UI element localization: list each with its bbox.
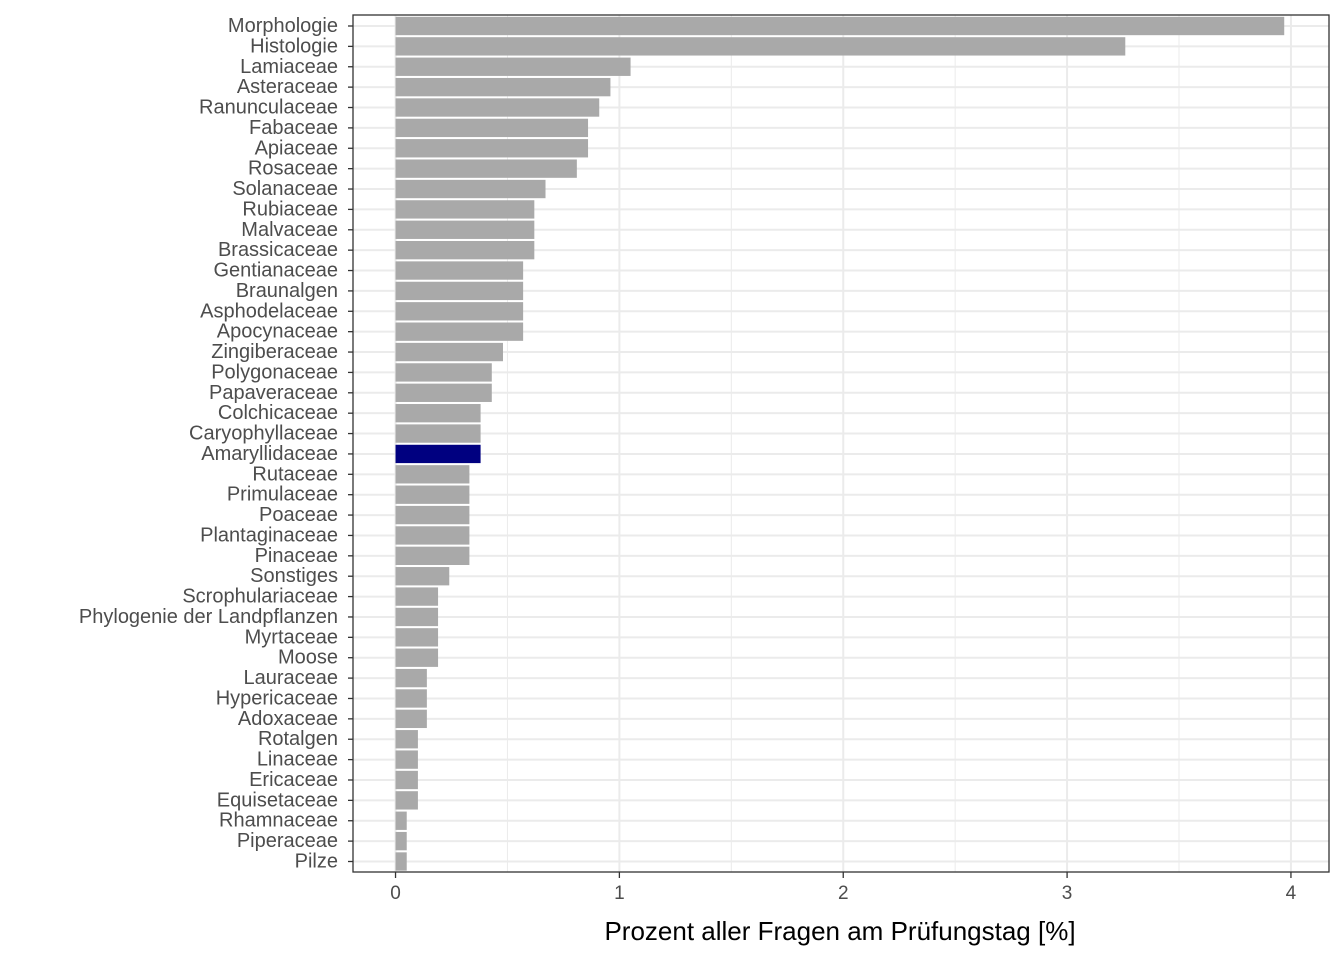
- category-label: Morphologie: [228, 15, 338, 37]
- category-label: Myrtaceae: [245, 626, 338, 648]
- category-label: Malvaceae: [241, 219, 338, 241]
- bar-braunalgen: [395, 281, 524, 301]
- bar-pilze: [395, 852, 407, 871]
- category-label: Gentianaceae: [213, 260, 338, 282]
- x-axis-title: Prozent aller Fragen am Prüfungstag [%]: [604, 916, 1075, 946]
- category-label: Equisetaceae: [217, 789, 338, 811]
- bar-histologie: [395, 37, 1126, 56]
- bar-rotalgen: [395, 730, 418, 749]
- bar-pinaceae: [395, 546, 470, 565]
- bars: [395, 16, 1285, 871]
- bar-moose: [395, 648, 439, 667]
- bar-lauraceae: [395, 668, 427, 688]
- category-label: Brassicaceae: [218, 239, 338, 261]
- category-label: Zingiberaceae: [211, 341, 338, 363]
- bar-ranunculaceae: [395, 98, 600, 117]
- category-label: Apiaceae: [255, 137, 338, 159]
- category-label: Ericaceae: [249, 769, 338, 791]
- category-label: Solanaceae: [232, 178, 338, 200]
- y-axis-labels: MorphologieHistologieLamiaceaeAsteraceae…: [79, 15, 353, 873]
- x-axis-ticks: 0 1 2 3 4: [390, 872, 1297, 904]
- bar-rubiaceae: [395, 200, 535, 219]
- category-label: Rutaceae: [252, 463, 338, 485]
- x-tick-label: 2: [838, 883, 849, 904]
- category-label: Apocynaceae: [217, 321, 338, 343]
- bar-malvaceae: [395, 220, 535, 239]
- category-label: Ranunculaceae: [199, 97, 338, 119]
- category-label: Moose: [278, 647, 338, 669]
- category-label: Rhamnaceae: [219, 810, 338, 832]
- bar-rutaceae: [395, 465, 470, 484]
- category-label: Polygonaceae: [211, 361, 338, 383]
- bar-equisetaceae: [395, 791, 418, 810]
- bar-apiaceae: [395, 139, 589, 158]
- category-label: Adoxaceae: [238, 708, 338, 730]
- x-tick-label: 0: [390, 883, 401, 904]
- category-label: Rotalgen: [258, 728, 338, 750]
- bar-asteraceae: [395, 77, 611, 97]
- x-tick-label: 4: [1286, 883, 1297, 904]
- category-label: Pinaceae: [255, 545, 338, 567]
- category-label: Caryophyllaceae: [189, 423, 338, 445]
- category-label: Plantaginaceae: [200, 524, 338, 546]
- bar-primulaceae: [395, 485, 470, 504]
- category-label: Rosaceae: [248, 158, 338, 180]
- category-label: Amaryllidaceae: [201, 443, 338, 465]
- category-label: Asteraceae: [237, 76, 338, 98]
- bar-hypericaceae: [395, 689, 427, 708]
- category-label: Lauraceae: [243, 667, 338, 689]
- category-label: Primulaceae: [227, 484, 338, 506]
- x-tick-label: 1: [614, 883, 625, 904]
- bar-rhamnaceae: [395, 811, 407, 830]
- bar-scrophulariaceae: [395, 587, 439, 606]
- bar-zingiberaceae: [395, 342, 503, 362]
- category-label: Braunalgen: [236, 280, 338, 302]
- bar-fabaceae: [395, 118, 589, 138]
- category-label: Fabaceae: [249, 117, 338, 139]
- bar-piperaceae: [395, 831, 407, 851]
- category-label: Piperaceae: [237, 830, 338, 852]
- bar-caryophyllaceae: [395, 424, 481, 443]
- bar-plantaginaceae: [395, 526, 470, 545]
- bar-brassicaceae: [395, 240, 535, 260]
- bar-myrtaceae: [395, 628, 439, 647]
- bar-asphodelaceae: [395, 302, 524, 321]
- category-label: Lamiaceae: [240, 56, 338, 78]
- bar-gentianaceae: [395, 261, 524, 280]
- category-label: Pilze: [295, 851, 338, 873]
- bar-phylogenie-der-landpflanzen: [395, 607, 439, 627]
- x-tick-label: 3: [1062, 883, 1073, 904]
- category-label: Colchicaceae: [218, 402, 338, 424]
- bar-ericaceae: [395, 770, 418, 790]
- bar-amaryllidaceae: [395, 444, 481, 464]
- panel-border: [352, 14, 1330, 873]
- category-label: Hypericaceae: [216, 687, 338, 709]
- bar-adoxaceae: [395, 709, 427, 729]
- category-label: Phylogenie der Landpflanzen: [79, 606, 338, 628]
- category-label: Asphodelaceae: [200, 300, 338, 322]
- category-label: Sonstiges: [250, 565, 338, 587]
- bar-linaceae: [395, 750, 418, 769]
- bar-solanaceae: [395, 179, 546, 199]
- bar-polygonaceae: [395, 363, 492, 382]
- bar-colchicaceae: [395, 404, 481, 423]
- bar-sonstiges: [395, 567, 450, 586]
- category-label: Scrophulariaceae: [182, 586, 338, 608]
- category-label: Rubiaceae: [242, 198, 338, 220]
- bar-apocynaceae: [395, 322, 524, 341]
- bar-morphologie: [395, 16, 1285, 36]
- bar-papaveraceae: [395, 383, 492, 402]
- category-label: Poaceae: [259, 504, 338, 526]
- bar-poaceae: [395, 505, 470, 525]
- category-label: Papaveraceae: [209, 382, 338, 404]
- category-label: Histologie: [250, 35, 338, 57]
- bar-lamiaceae: [395, 57, 631, 76]
- bar-rosaceae: [395, 159, 577, 178]
- category-label: Linaceae: [257, 749, 338, 771]
